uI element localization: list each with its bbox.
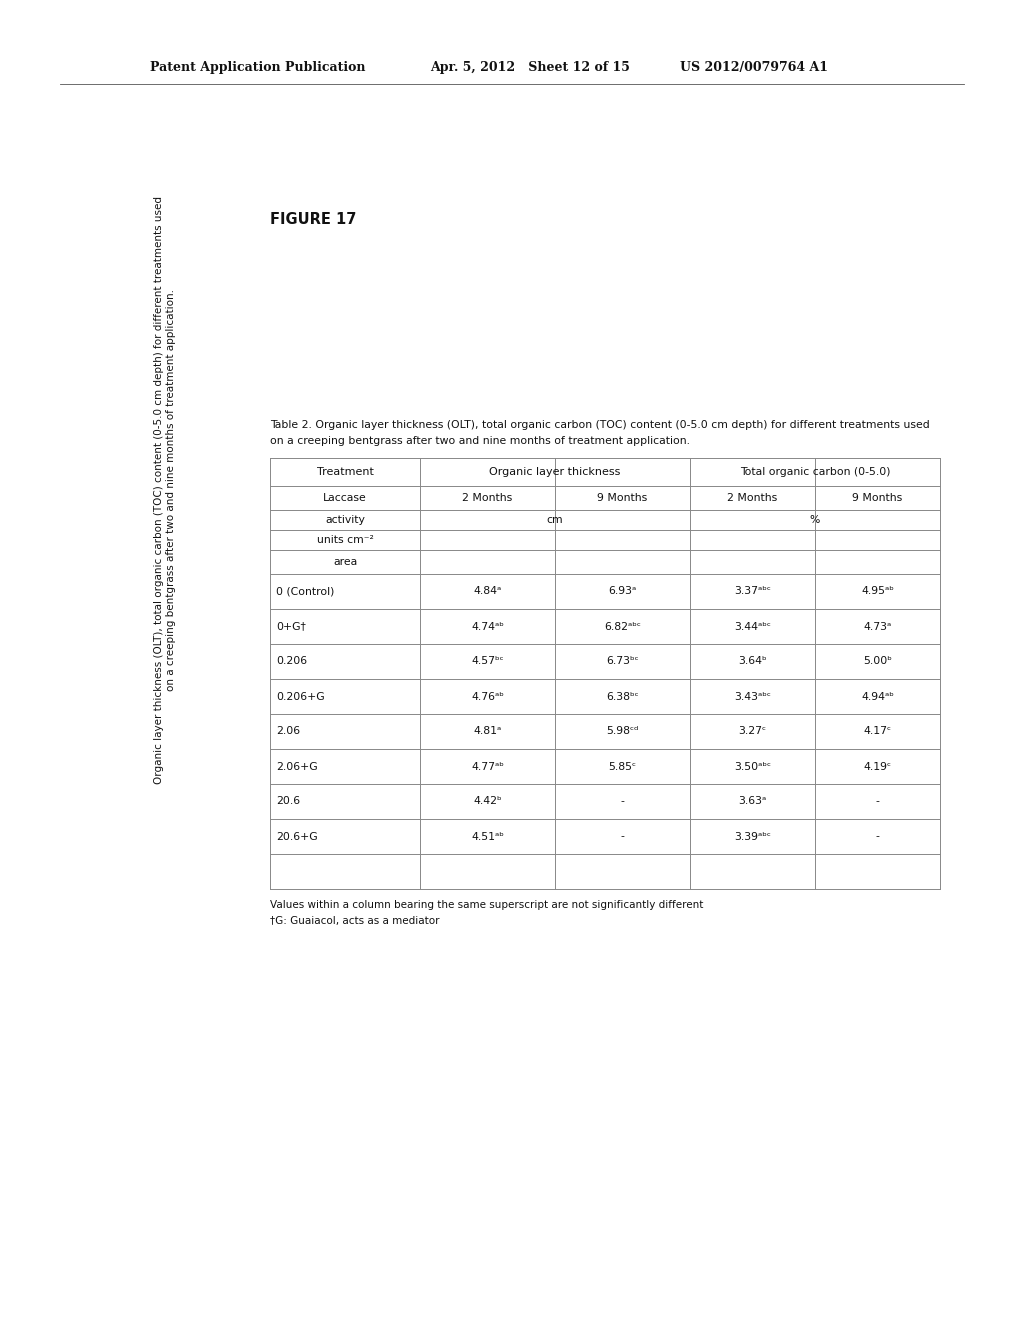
Text: 2.06: 2.06: [276, 726, 300, 737]
Text: 4.17ᶜ: 4.17ᶜ: [863, 726, 892, 737]
Text: 3.39ᵃᵇᶜ: 3.39ᵃᵇᶜ: [734, 832, 771, 842]
Text: %: %: [810, 515, 820, 525]
Text: 0.206+G: 0.206+G: [276, 692, 325, 701]
Text: 4.51ᵃᵇ: 4.51ᵃᵇ: [471, 832, 504, 842]
Text: 4.76ᵃᵇ: 4.76ᵃᵇ: [471, 692, 504, 701]
Text: 6.73ᵇᶜ: 6.73ᵇᶜ: [606, 656, 639, 667]
Text: 3.63ᵃ: 3.63ᵃ: [738, 796, 767, 807]
Text: 0.206: 0.206: [276, 656, 307, 667]
Text: 3.37ᵃᵇᶜ: 3.37ᵃᵇᶜ: [734, 586, 771, 597]
Text: 0+G†: 0+G†: [276, 622, 306, 631]
Text: Patent Application Publication: Patent Application Publication: [150, 62, 366, 74]
Text: activity: activity: [325, 515, 365, 525]
Text: 2 Months: 2 Months: [727, 492, 777, 503]
Text: -: -: [621, 796, 625, 807]
Text: -: -: [876, 832, 880, 842]
Text: 4.81ᵃ: 4.81ᵃ: [473, 726, 502, 737]
Text: 4.84ᵃ: 4.84ᵃ: [473, 586, 502, 597]
Text: 6.93ᵃ: 6.93ᵃ: [608, 586, 637, 597]
Text: 9 Months: 9 Months: [852, 492, 902, 503]
Text: 5.00ᵇ: 5.00ᵇ: [863, 656, 892, 667]
Text: Organic layer thickness: Organic layer thickness: [489, 467, 621, 477]
Text: 20.6+G: 20.6+G: [276, 832, 317, 842]
Text: US 2012/0079764 A1: US 2012/0079764 A1: [680, 62, 828, 74]
Text: Apr. 5, 2012   Sheet 12 of 15: Apr. 5, 2012 Sheet 12 of 15: [430, 62, 630, 74]
Text: 4.57ᵇᶜ: 4.57ᵇᶜ: [471, 656, 504, 667]
Text: Treatment: Treatment: [316, 467, 374, 477]
Text: 3.50ᵃᵇᶜ: 3.50ᵃᵇᶜ: [734, 762, 771, 771]
Text: 6.38ᵇᶜ: 6.38ᵇᶜ: [606, 692, 639, 701]
Text: 4.42ᵇ: 4.42ᵇ: [473, 796, 502, 807]
Text: 20.6: 20.6: [276, 796, 300, 807]
Text: 3.64ᵇ: 3.64ᵇ: [738, 656, 767, 667]
Text: 2 Months: 2 Months: [463, 492, 513, 503]
Text: Laccase: Laccase: [324, 492, 367, 503]
Text: 0 (Control): 0 (Control): [276, 586, 335, 597]
Text: 3.43ᵃᵇᶜ: 3.43ᵃᵇᶜ: [734, 692, 771, 701]
Text: 3.44ᵃᵇᶜ: 3.44ᵃᵇᶜ: [734, 622, 771, 631]
Text: 6.82ᵃᵇᶜ: 6.82ᵃᵇᶜ: [604, 622, 641, 631]
Text: Organic layer thickness (OLT), total organic carbon (TOC) content (0-5.0 cm dept: Organic layer thickness (OLT), total org…: [155, 195, 176, 784]
Text: 4.19ᶜ: 4.19ᶜ: [863, 762, 892, 771]
Text: 9 Months: 9 Months: [597, 492, 647, 503]
Text: †G: Guaiacol, acts as a mediator: †G: Guaiacol, acts as a mediator: [270, 916, 439, 927]
Text: 4.94ᵃᵇ: 4.94ᵃᵇ: [861, 692, 894, 701]
Text: 5.98ᶜᵈ: 5.98ᶜᵈ: [606, 726, 639, 737]
Text: 4.77ᵃᵇ: 4.77ᵃᵇ: [471, 762, 504, 771]
Text: 3.27ᶜ: 3.27ᶜ: [738, 726, 767, 737]
Text: FIGURE 17: FIGURE 17: [270, 213, 356, 227]
Text: Table 2. Organic layer thickness (OLT), total organic carbon (TOC) content (0-5.: Table 2. Organic layer thickness (OLT), …: [270, 420, 930, 430]
Text: 2.06+G: 2.06+G: [276, 762, 317, 771]
Text: 4.74ᵃᵇ: 4.74ᵃᵇ: [471, 622, 504, 631]
Text: cm: cm: [547, 515, 563, 525]
Text: 4.95ᵃᵇ: 4.95ᵃᵇ: [861, 586, 894, 597]
Text: -: -: [621, 832, 625, 842]
Text: -: -: [876, 796, 880, 807]
Text: 5.85ᶜ: 5.85ᶜ: [608, 762, 637, 771]
Text: area: area: [333, 557, 357, 568]
Text: units cm⁻²: units cm⁻²: [316, 535, 374, 545]
Text: 4.73ᵃ: 4.73ᵃ: [863, 622, 892, 631]
Text: Values within a column bearing the same superscript are not significantly differ: Values within a column bearing the same …: [270, 900, 703, 909]
Text: Total organic carbon (0-5.0): Total organic carbon (0-5.0): [739, 467, 890, 477]
Text: on a creeping bentgrass after two and nine months of treatment application.: on a creeping bentgrass after two and ni…: [270, 436, 690, 446]
